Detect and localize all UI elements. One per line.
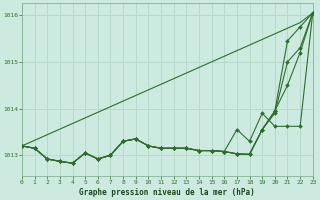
X-axis label: Graphe pression niveau de la mer (hPa): Graphe pression niveau de la mer (hPa) bbox=[79, 188, 255, 197]
